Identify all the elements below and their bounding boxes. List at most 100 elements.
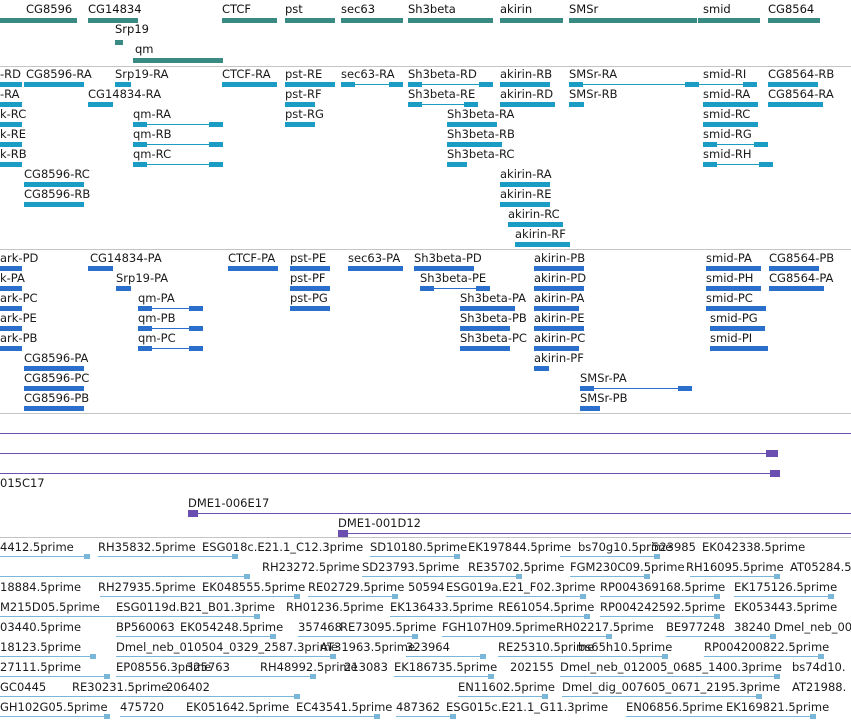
cds-block[interactable] <box>534 326 584 331</box>
protein-label[interactable]: qm-PA <box>138 291 175 305</box>
cds-block[interactable] <box>0 346 22 351</box>
est-arrow[interactable] <box>810 714 816 719</box>
gene-label[interactable]: SMSr <box>569 2 599 16</box>
transcript-label[interactable]: Sh3beta-RD <box>408 67 477 81</box>
protein-label[interactable]: CG8564-PA <box>769 271 834 285</box>
est-label[interactable]: 213083 <box>344 660 388 674</box>
cds-block[interactable] <box>534 306 579 311</box>
exon-block[interactable] <box>569 102 584 107</box>
cds-block[interactable] <box>769 286 824 291</box>
exon-block[interactable] <box>743 82 757 87</box>
protein-label[interactable]: Sh3beta-PD <box>414 251 482 265</box>
cds-block[interactable] <box>534 346 579 351</box>
exon-block[interactable] <box>508 222 563 227</box>
clone-arrow[interactable] <box>770 470 780 477</box>
est-arrow[interactable] <box>310 674 316 679</box>
protein-label[interactable]: pst-PE <box>290 251 327 265</box>
est-arrow[interactable] <box>584 614 590 619</box>
est-label[interactable]: EK054248.5prime <box>180 620 284 634</box>
cds-block[interactable] <box>88 266 113 271</box>
cds-block[interactable] <box>189 326 203 331</box>
protein-label[interactable]: smid-PG <box>710 311 758 325</box>
transcript-label[interactable]: Sh3beta-RC <box>447 147 515 161</box>
gene-bar[interactable] <box>133 58 223 63</box>
gene-label[interactable]: smid <box>703 2 731 16</box>
protein-label[interactable]: ark-PC <box>0 291 38 305</box>
gene-label[interactable]: qm <box>135 42 154 56</box>
est-label[interactable]: EK136433.5prime <box>390 600 494 614</box>
protein-label[interactable]: CG8596-PA <box>24 351 89 365</box>
est-arrow[interactable] <box>270 634 276 639</box>
cds-block[interactable] <box>534 266 584 271</box>
est-label[interactable]: 4412.5prime <box>0 540 74 554</box>
est-label[interactable]: SD10180.5prime <box>370 540 468 554</box>
est-label[interactable]: ESG018c.E21.1_C12.3prime <box>202 540 364 554</box>
transcript-label[interactable]: akirin-RC <box>508 207 560 221</box>
transcript-label[interactable]: smid-RH <box>703 147 752 161</box>
est-label[interactable]: EK048555.5prime <box>202 580 306 594</box>
est-label[interactable]: RP004200822.5prime <box>704 640 830 654</box>
est-label[interactable]: 487362 <box>396 700 440 714</box>
est-label[interactable]: RE73095.5prime <box>340 620 437 634</box>
est-label[interactable]: Dmel_neb_010504_0329_2587.3prime <box>116 640 338 654</box>
cds-block[interactable] <box>769 266 819 271</box>
transcript-label[interactable]: CG8564-RB <box>768 67 835 81</box>
gene-label[interactable]: sec63 <box>341 2 376 16</box>
exon-block[interactable] <box>500 102 555 107</box>
est-label[interactable]: AT31963.5prime <box>320 640 416 654</box>
est-label[interactable]: RH01236.5prime <box>286 600 384 614</box>
gene-bar[interactable] <box>698 18 760 23</box>
protein-label[interactable]: akirin-PC <box>534 331 586 345</box>
exon-block[interactable] <box>133 142 147 147</box>
protein-label[interactable]: CG8564-PB <box>769 251 835 265</box>
est-label[interactable]: EK197844.5prime <box>468 540 572 554</box>
est-arrow[interactable] <box>412 634 418 639</box>
cds-block[interactable] <box>710 326 765 331</box>
cds-block[interactable] <box>138 326 152 331</box>
protein-label[interactable]: akirin-PB <box>534 251 586 265</box>
cds-block[interactable] <box>460 326 510 331</box>
transcript-label[interactable]: Sh3beta-RA <box>447 107 515 121</box>
cds-block[interactable] <box>290 306 330 311</box>
exon-block[interactable] <box>500 202 550 207</box>
exon-block[interactable] <box>447 162 467 167</box>
transcript-label[interactable]: akirin-RE <box>500 187 552 201</box>
est-label[interactable]: 206402 <box>166 680 210 694</box>
exon-block[interactable] <box>703 162 717 167</box>
gene-bar[interactable] <box>22 18 77 23</box>
est-label[interactable]: Dmel_dig_007605_0671_2195.3prime <box>562 680 781 694</box>
gene-label[interactable]: CG14834 <box>88 2 142 16</box>
est-label[interactable]: EK053443.5prime <box>734 600 838 614</box>
cds-block[interactable] <box>189 306 203 311</box>
est-label[interactable]: EN06856.5prime <box>626 700 723 714</box>
cds-block[interactable] <box>24 406 84 411</box>
protein-label[interactable]: ark-PE <box>0 311 37 325</box>
est-label[interactable]: 475720 <box>120 700 164 714</box>
gene-label[interactable]: Srp19 <box>115 22 149 36</box>
protein-label[interactable]: smid-PC <box>706 291 753 305</box>
est-arrow[interactable] <box>450 714 456 719</box>
est-label[interactable]: BP560063 <box>116 620 175 634</box>
cds-block[interactable] <box>24 366 84 371</box>
est-arrow[interactable] <box>374 714 380 719</box>
exon-block[interactable] <box>447 122 497 127</box>
est-label[interactable]: AT21988. <box>792 680 847 694</box>
transcript-label[interactable]: qm-RB <box>133 127 172 141</box>
cds-block[interactable] <box>0 286 22 291</box>
est-label[interactable]: GH102G05.5prime <box>0 700 108 714</box>
gene-bar[interactable] <box>88 18 138 23</box>
gene-bar[interactable] <box>222 18 277 23</box>
transcript-label[interactable]: pst-RE <box>285 67 323 81</box>
est-label[interactable]: EK186735.5prime <box>394 660 498 674</box>
exon-block[interactable] <box>24 202 84 207</box>
est-label[interactable]: RH02217.5prime <box>556 620 654 634</box>
est-arrow[interactable] <box>294 694 300 699</box>
protein-label[interactable]: akirin-PA <box>534 291 585 305</box>
gene-label[interactable]: CTCF <box>222 2 252 16</box>
cds-block[interactable] <box>290 266 330 271</box>
cds-block[interactable] <box>138 346 152 351</box>
protein-label[interactable]: smid-PH <box>706 271 754 285</box>
gene-bar[interactable] <box>341 18 403 23</box>
protein-label[interactable]: Sh3beta-PB <box>460 311 527 325</box>
clone-label[interactable]: DME1-006E17 <box>188 496 270 510</box>
